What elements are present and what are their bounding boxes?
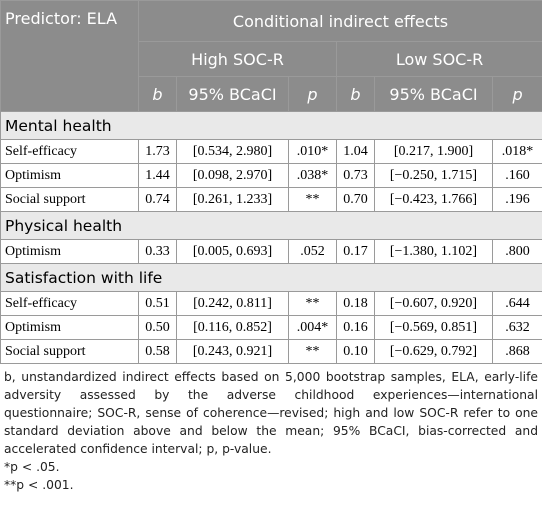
cell: ** <box>288 187 337 212</box>
section-row: Mental health <box>0 111 542 140</box>
column-header-row: b 95% BCaCI p b 95% BCaCI p <box>1 76 542 112</box>
cell: [0.005, 0.693] <box>176 239 289 264</box>
data-row: Self-efficacy 1.73 [0.534, 2.980] .010* 1.04… <box>0 139 542 164</box>
cell: 0.10 <box>336 339 375 364</box>
cell: [0.242, 0.811] <box>176 291 289 316</box>
data-row: Social support 0.58 [0.243, 0.921] ** 0.10 [−… <box>0 339 542 364</box>
cell: [0.217, 1.900] <box>374 139 493 164</box>
cell: .160 <box>491 163 542 188</box>
row-label: Self-efficacy <box>0 139 139 164</box>
cell: 0.17 <box>336 239 375 264</box>
cell: [0.534, 2.980] <box>176 139 289 164</box>
column-header: 95% BCaCI <box>374 76 493 112</box>
cell: [0.261, 1.233] <box>176 187 289 212</box>
cell: .010* <box>288 139 337 164</box>
cell: 0.73 <box>336 163 375 188</box>
subgroup-header: Low SOC-R <box>335 41 542 77</box>
column-header: 95% BCaCI <box>176 76 289 112</box>
column-header: p <box>288 76 337 112</box>
cell: .018* <box>491 139 542 164</box>
section-row: Satisfaction with life <box>0 263 542 292</box>
cell: [0.116, 0.852] <box>176 315 289 340</box>
cell: [−0.629, 0.792] <box>374 339 493 364</box>
cell: [0.098, 2.970] <box>176 163 289 188</box>
footnote: *p < .05. <box>4 460 60 474</box>
cell: [−0.423, 1.766] <box>374 187 493 212</box>
cell: 0.70 <box>336 187 375 212</box>
cell: .644 <box>491 291 542 316</box>
cell: ** <box>288 339 337 364</box>
cell: [−0.607, 0.920] <box>374 291 493 316</box>
cell: 0.18 <box>336 291 375 316</box>
row-label: Optimism <box>0 163 139 188</box>
cell: .868 <box>491 339 542 364</box>
data-row: Optimism 0.33 [0.005, 0.693] .052 0.17 [−1.38… <box>0 239 542 264</box>
cell: [−1.380, 1.102] <box>374 239 493 264</box>
section-title: Mental health <box>0 111 542 140</box>
cell: .800 <box>491 239 542 264</box>
data-row: Optimism 0.50 [0.116, 0.852] .004* 0.16 [−0.5… <box>0 315 542 340</box>
cell: 0.50 <box>138 315 177 340</box>
column-header: b <box>138 76 177 112</box>
cell: 1.73 <box>138 139 177 164</box>
group-header: Conditional indirect effects <box>137 0 542 42</box>
section-title: Satisfaction with life <box>0 263 542 292</box>
cell: 0.58 <box>138 339 177 364</box>
cell: 1.44 <box>138 163 177 188</box>
cell: 0.16 <box>336 315 375 340</box>
cell: .052 <box>288 239 337 264</box>
table-body: Mental health Self-efficacy 1.73 [0.534, 2.… <box>0 111 542 364</box>
row-label: Optimism <box>0 239 139 264</box>
cell: 0.51 <box>138 291 177 316</box>
cell: .004* <box>288 315 337 340</box>
row-label: Optimism <box>0 315 139 340</box>
section-title: Physical health <box>0 211 542 240</box>
results-table: Predictor: ELA Conditional indirect effe… <box>0 0 542 364</box>
footnote: **p < .001. <box>4 478 74 492</box>
row-label: Self-efficacy <box>0 291 139 316</box>
cell: .196 <box>491 187 542 212</box>
section-row: Physical health <box>0 211 542 240</box>
cell: [0.243, 0.921] <box>176 339 289 364</box>
data-row: Self-efficacy 0.51 [0.242, 0.811] ** 0.18 [−0… <box>0 291 542 316</box>
cell: 0.74 <box>138 187 177 212</box>
table-header: Predictor: ELA Conditional indirect effe… <box>0 0 542 112</box>
subgroup-header: High SOC-R <box>138 41 337 77</box>
predictor-header: Predictor: ELA <box>0 0 139 112</box>
cell: .038* <box>288 163 337 188</box>
cell: [−0.250, 1.715] <box>374 163 493 188</box>
footnotes: b, unstandardized indirect effects based… <box>0 364 542 494</box>
cell: [−0.569, 0.851] <box>374 315 493 340</box>
data-row: Social support 0.74 [0.261, 1.233] ** 0.70 [−… <box>0 187 542 212</box>
cell: ** <box>288 291 337 316</box>
column-header: p <box>491 76 542 112</box>
cell: .632 <box>491 315 542 340</box>
footnote: b, unstandardized indirect effects based… <box>4 370 538 456</box>
cell: 0.33 <box>138 239 177 264</box>
row-label: Social support <box>0 339 139 364</box>
column-header: b <box>336 76 375 112</box>
data-row: Optimism 1.44 [0.098, 2.970] .038* 0.73 [−0.2… <box>0 163 542 188</box>
cell: 1.04 <box>336 139 375 164</box>
row-label: Social support <box>0 187 139 212</box>
